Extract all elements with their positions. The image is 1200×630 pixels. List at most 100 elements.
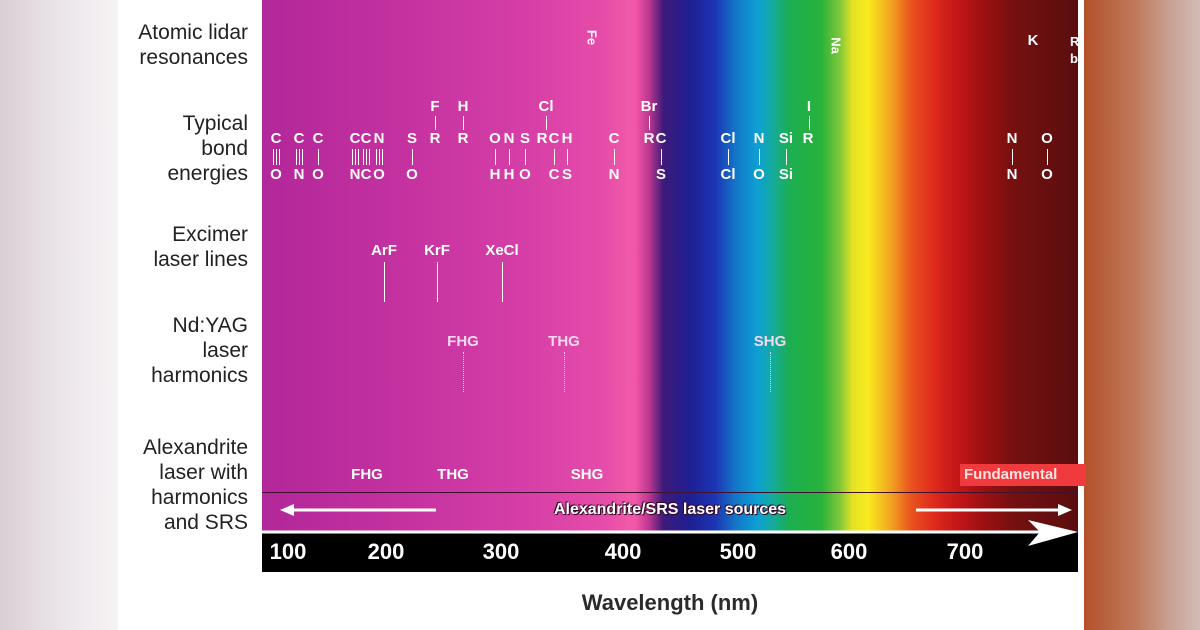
bond-atom-top: N bbox=[503, 130, 515, 147]
axis-tick-200: 200 bbox=[367, 539, 405, 564]
atomic-rb-label: Rb bbox=[1070, 34, 1080, 66]
bond-line bbox=[366, 147, 392, 167]
alex-shg-label: SHG bbox=[570, 466, 604, 483]
bond-line bbox=[541, 147, 567, 167]
bond-atom-bottom: N bbox=[293, 166, 305, 183]
bond-atom-bottom: O bbox=[312, 166, 324, 183]
right-background bbox=[1084, 0, 1200, 630]
excimer-krf-label: KrF bbox=[424, 242, 450, 259]
bond-atom-top: O bbox=[489, 130, 501, 147]
bond-line bbox=[999, 147, 1025, 167]
bond-atom-top: C bbox=[655, 130, 667, 147]
excimer-arf-label: ArF bbox=[371, 242, 397, 259]
bond-atom-bottom: O bbox=[406, 166, 418, 183]
bond-atom-bottom: S bbox=[655, 166, 666, 183]
atomic-fe-label: Fe bbox=[584, 29, 600, 46]
bond-line bbox=[746, 147, 772, 167]
excimer-krf-line bbox=[437, 262, 438, 302]
bond-atom-bottom: H bbox=[503, 166, 515, 183]
bond-atom-top: C bbox=[293, 130, 305, 147]
bond-line bbox=[342, 147, 368, 167]
bond-atom-bottom: O bbox=[373, 166, 385, 183]
bond-line bbox=[601, 147, 627, 167]
bond-atom-top: C bbox=[270, 130, 282, 147]
bond-pair: Si Si bbox=[773, 131, 799, 183]
bond-line bbox=[512, 147, 538, 167]
bond-top-br: Br bbox=[640, 98, 658, 115]
bond-pair: R bbox=[529, 131, 555, 147]
bond-atom-bottom: Si bbox=[778, 166, 794, 183]
ndyag-shg-label: SHG bbox=[753, 333, 787, 350]
alex-fhg-label: FHG bbox=[351, 466, 383, 483]
alexandrite-row-divider bbox=[262, 492, 1078, 493]
bond-top-f-line bbox=[435, 116, 436, 130]
axis-tick-600: 600 bbox=[830, 539, 868, 564]
bond-line bbox=[773, 147, 799, 167]
bond-line bbox=[648, 147, 674, 167]
bond-line bbox=[715, 147, 741, 167]
bond-top-i-line bbox=[809, 116, 810, 130]
excimer-xecl-line bbox=[502, 262, 503, 302]
ndyag-fhg-line bbox=[463, 352, 464, 392]
excimer-xecl-label: XeCl bbox=[485, 242, 519, 259]
bond-atom-top: C bbox=[349, 130, 361, 147]
bond-pair: R bbox=[422, 131, 448, 147]
srs-right-arrow-icon bbox=[916, 504, 1072, 516]
bond-atom-top: C bbox=[312, 130, 324, 147]
ndyag-fhg-label: FHG bbox=[447, 333, 479, 350]
bond-line bbox=[399, 147, 425, 167]
bond-top-f: F bbox=[430, 98, 440, 115]
bond-line bbox=[482, 147, 508, 167]
bond-pair: R bbox=[450, 131, 476, 147]
bond-atom-top: Si bbox=[778, 130, 794, 147]
excimer-arf-line bbox=[384, 262, 385, 302]
bond-atom-top: R bbox=[643, 130, 655, 147]
srs-left-arrow-icon bbox=[280, 504, 436, 516]
row-label-ndyag: Nd:YAG laser harmonics bbox=[151, 314, 248, 387]
row-label-alexandrite: Alexandrite laser with harmonics and SRS bbox=[142, 436, 248, 534]
bond-top-h: H bbox=[457, 98, 469, 115]
row-label-bond-energies: Typical bond energies bbox=[167, 112, 248, 185]
bond-top-cl-line bbox=[546, 116, 547, 130]
bond-atom-top: R bbox=[429, 130, 441, 147]
bond-atom-top: R bbox=[536, 130, 548, 147]
axis-tick-700: 700 bbox=[946, 539, 984, 564]
ndyag-thg-line bbox=[564, 352, 565, 392]
bond-atom-top: N bbox=[373, 130, 385, 147]
bond-line bbox=[554, 147, 580, 167]
bond-atom-bottom: O bbox=[1041, 166, 1053, 183]
left-background bbox=[0, 0, 118, 630]
bond-top-h-line bbox=[463, 116, 464, 130]
wavelength-axis-bar: 100 200 300 400 500 600 700 bbox=[262, 532, 1078, 572]
axis-tick-500: 500 bbox=[719, 539, 757, 564]
bond-atom-top: R bbox=[802, 130, 814, 147]
ndyag-thg-label: THG bbox=[548, 333, 580, 350]
bond-atom-top: O bbox=[1041, 130, 1053, 147]
bond-atom-bottom: N bbox=[1006, 166, 1018, 183]
ndyag-shg-line bbox=[770, 352, 771, 392]
atomic-na-label: Na bbox=[828, 37, 844, 54]
bond-atom-bottom: N bbox=[349, 166, 361, 183]
bond-atom-bottom: C bbox=[548, 166, 560, 183]
alex-fundamental-label: Fundamental bbox=[960, 464, 1086, 486]
bond-line bbox=[305, 147, 331, 167]
wavelength-diagram: Atomic lidar resonances Typical bond ene… bbox=[118, 0, 1086, 630]
bond-top-i: I bbox=[806, 98, 812, 115]
row-label-excimer: Excimer laser lines bbox=[153, 223, 248, 271]
bond-pair: R bbox=[795, 131, 821, 147]
bond-top-cl: Cl bbox=[538, 98, 554, 115]
bond-atom-top: N bbox=[1006, 130, 1018, 147]
